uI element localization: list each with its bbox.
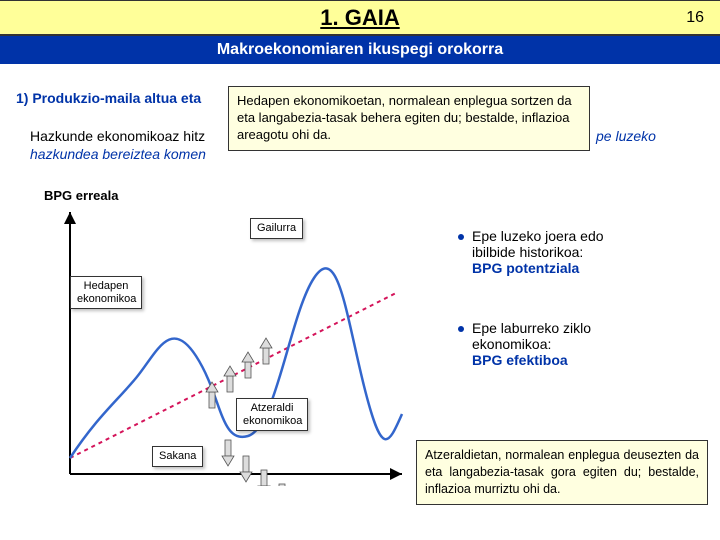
bullet-2 xyxy=(458,326,464,332)
page-number: 16 xyxy=(686,9,704,27)
body-line-2a: Hazkunde ekonomikoaz hitz xyxy=(30,128,205,144)
side1-line1: Epe luzeko joera edo xyxy=(472,228,704,244)
arrows-down xyxy=(222,440,288,486)
side-block-1: Epe luzeko joera edo ibilbide historikoa… xyxy=(472,228,704,276)
side1-line2: ibilbide historikoa: xyxy=(472,244,704,260)
side2-line2: ekonomikoa: xyxy=(472,336,704,352)
label-gailurra: Gailurra xyxy=(250,218,303,239)
chart-svg xyxy=(58,206,408,486)
body-line-1: 1) Produkzio-maila altua eta xyxy=(16,90,201,106)
side1-bold: BPG potentziala xyxy=(472,260,704,276)
subtitle-bar: Makroekonomiaren ikuspegi orokorra xyxy=(0,36,720,64)
body-right-trail: pe luzeko xyxy=(596,128,656,144)
bullet-1 xyxy=(458,234,464,240)
tooltip-atzeraldi: Atzeraldietan, normalean enplegua deusez… xyxy=(416,440,708,505)
side2-line1: Epe laburreko ziklo xyxy=(472,320,704,336)
label-atzeraldi: Atzeraldi ekonomikoa xyxy=(236,398,308,431)
chart-area xyxy=(58,206,408,478)
label-hedapen: Hedapen ekonomikoa xyxy=(70,276,142,309)
y-axis-label: BPG erreala xyxy=(44,188,118,203)
body-line1-lead: 1) Produkzio-maila altua eta xyxy=(16,90,201,106)
label-sakana: Sakana xyxy=(152,446,203,467)
side2-bold: BPG efektiboa xyxy=(472,352,704,368)
page-title: 1. GAIA xyxy=(320,5,399,31)
body-line-2b: hazkundea bereiztea komen xyxy=(30,146,206,162)
title-bar: 1. GAIA 16 xyxy=(0,0,720,36)
side-block-2: Epe laburreko ziklo ekonomikoa: BPG efek… xyxy=(472,320,704,368)
tooltip-hedapen: Hedapen ekonomikoetan, normalean enplegu… xyxy=(228,86,590,151)
